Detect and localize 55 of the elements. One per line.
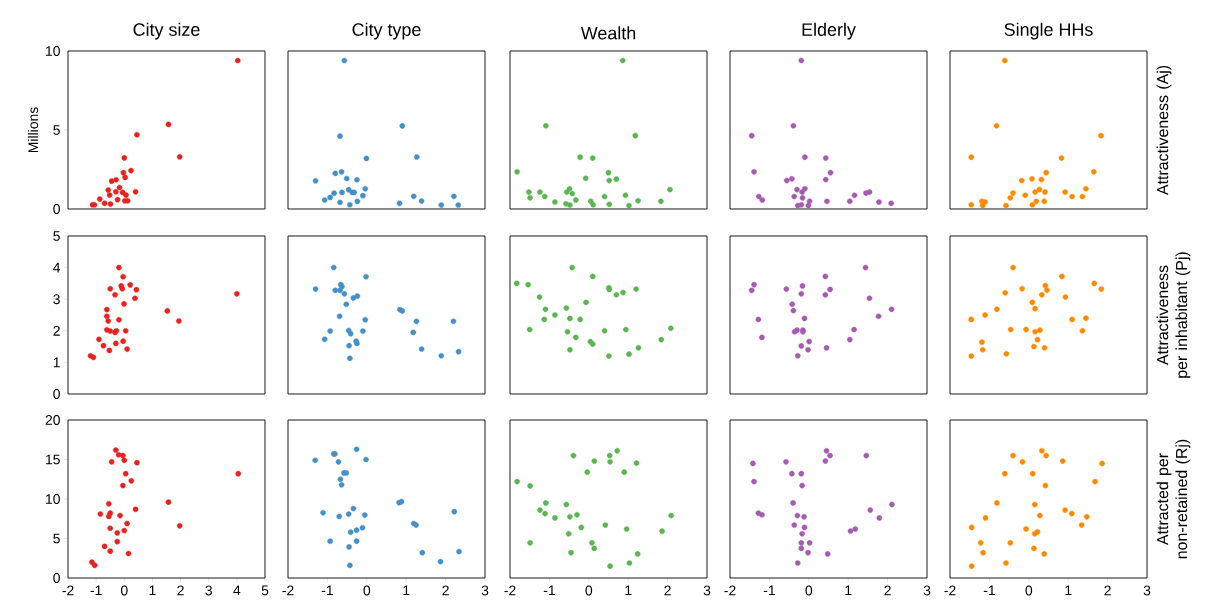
y-tick-label: 4: [53, 262, 61, 273]
x-tick-label: 0: [363, 585, 371, 596]
x-tick-label: 4: [233, 585, 241, 596]
x-tick-label: 3: [1143, 585, 1151, 596]
chart-title: Elderly: [802, 22, 856, 40]
y-tick-label: 5: [53, 125, 60, 135]
x-tick-label: 3: [703, 585, 711, 596]
y-axis-title: Millions: [27, 107, 39, 153]
y-tick-label: 10: [46, 46, 60, 56]
x-tick-label: 2: [177, 585, 184, 596]
x-tick-label: -2: [282, 585, 294, 596]
y-tick-label: 20: [45, 415, 60, 425]
x-tick-label: 2: [442, 585, 449, 596]
x-tick-label: 1: [625, 585, 632, 596]
x-tick-label: 3: [923, 585, 931, 596]
chart-title: City type: [352, 22, 421, 40]
y-tick-label: 0: [53, 573, 60, 583]
y-tick-label: 15: [46, 454, 60, 465]
y-tick-label: 10: [46, 494, 60, 504]
x-tick-label: 2: [884, 585, 891, 596]
y-tick-label: 1: [53, 357, 60, 368]
x-tick-label: 1: [1065, 585, 1072, 596]
y-tick-label: 0: [53, 389, 60, 399]
x-tick-label: -1: [543, 585, 555, 596]
x-tick-label: 0: [1025, 585, 1033, 596]
x-tick-label: 0: [120, 585, 128, 596]
chart-title: Single HHs: [1004, 22, 1093, 40]
x-tick-label: 1: [845, 585, 852, 596]
y-tick-label: 5: [53, 533, 60, 544]
chart-title: Wealth: [580, 26, 636, 40]
y2-axis-title: Attractiveness per inhabitant (Pj): [1156, 252, 1191, 378]
x-tick-label: -1: [90, 585, 102, 596]
x-tick-label: 2: [664, 585, 671, 596]
x-tick-label: 0: [805, 585, 813, 596]
x-tick-label: 3: [205, 585, 212, 596]
y2-axis-title: Attracted per non-retained (Rj): [1156, 439, 1191, 559]
y-tick-label: 5: [53, 231, 60, 241]
x-tick-label: 3: [481, 585, 489, 596]
x-tick-label: -2: [504, 585, 516, 596]
y-tick-label: 2: [53, 325, 60, 336]
y2-axis-title: Attractiveness (Aj): [1156, 65, 1172, 196]
x-tick-label: 1: [403, 585, 410, 596]
x-tick-label: 0: [585, 585, 593, 596]
x-tick-label: 5: [261, 585, 269, 596]
x-tick-label: -2: [724, 585, 736, 596]
x-tick-label: 1: [149, 585, 156, 596]
x-tick-label: -1: [983, 585, 995, 596]
x-tick-label: -2: [62, 585, 74, 596]
x-tick-label: -1: [763, 585, 775, 596]
x-tick-label: -2: [944, 585, 956, 596]
y-tick-label: 0: [53, 204, 60, 214]
x-tick-label: 2: [1104, 585, 1111, 596]
chart-title: City size: [133, 22, 200, 40]
y-tick-label: 3: [53, 294, 60, 305]
x-tick-label: -1: [321, 585, 333, 596]
